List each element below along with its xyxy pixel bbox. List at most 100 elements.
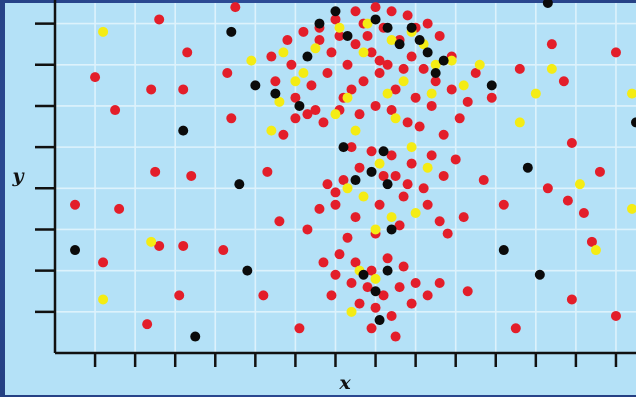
black-point — [70, 245, 81, 256]
red-point — [258, 290, 269, 301]
x-axis-label: x — [338, 372, 351, 394]
red-point — [218, 245, 229, 256]
black-point — [631, 117, 636, 128]
black-point — [242, 265, 253, 276]
black-point — [378, 146, 389, 157]
red-point — [370, 100, 381, 111]
red-point — [458, 212, 469, 223]
red-point — [382, 253, 393, 264]
red-point — [386, 105, 397, 116]
red-point — [330, 199, 341, 210]
black-point — [338, 142, 349, 153]
red-point — [306, 80, 317, 91]
black-point — [486, 80, 497, 91]
red-point — [370, 2, 381, 13]
red-point — [154, 14, 165, 25]
yellow-point — [342, 92, 353, 103]
yellow-point — [590, 245, 601, 256]
yellow-point — [274, 96, 285, 107]
red-point — [330, 187, 341, 198]
yellow-point — [546, 63, 557, 74]
red-point — [442, 228, 453, 239]
red-point — [366, 265, 377, 276]
red-point — [422, 199, 433, 210]
red-point — [222, 68, 233, 78]
red-point — [378, 170, 389, 181]
black-point — [542, 0, 553, 8]
red-point — [318, 257, 329, 268]
red-point — [362, 30, 373, 41]
red-point — [342, 232, 353, 243]
red-point — [226, 113, 237, 124]
yellow-point — [98, 294, 109, 305]
yellow-point — [346, 306, 357, 317]
red-point — [386, 310, 397, 321]
red-point — [150, 166, 161, 177]
yellow-point — [574, 179, 585, 190]
red-point — [390, 84, 401, 95]
black-point — [382, 265, 393, 276]
red-point — [322, 179, 333, 190]
red-point — [434, 30, 445, 41]
red-point — [342, 59, 353, 70]
yellow-point — [514, 117, 525, 128]
red-point — [310, 105, 321, 116]
yellow-point — [430, 59, 441, 70]
red-point — [142, 319, 153, 330]
yellow-point — [370, 224, 381, 235]
yellow-point — [474, 59, 485, 70]
yellow-point — [626, 203, 636, 214]
red-point — [498, 199, 509, 210]
red-point — [70, 199, 81, 210]
red-point — [418, 63, 429, 74]
red-point — [302, 109, 313, 120]
red-point — [294, 323, 305, 334]
red-point — [398, 261, 409, 272]
yellow-point — [530, 88, 541, 99]
red-point — [186, 170, 197, 181]
red-point — [390, 170, 401, 181]
red-point — [610, 47, 621, 58]
black-point — [350, 175, 361, 186]
yellow-point — [358, 191, 369, 202]
red-point — [366, 146, 377, 157]
black-point — [422, 47, 433, 58]
black-point — [366, 166, 377, 177]
black-point — [374, 315, 385, 326]
black-point — [226, 26, 237, 37]
red-point — [402, 179, 413, 190]
red-point — [594, 166, 605, 177]
red-point — [446, 84, 457, 95]
red-point — [438, 129, 449, 140]
yellow-point — [398, 76, 409, 87]
black-point — [438, 55, 449, 66]
red-point — [430, 76, 441, 87]
red-point — [334, 249, 345, 260]
red-point — [374, 55, 385, 66]
yellow-point — [278, 47, 289, 58]
red-point — [478, 175, 489, 186]
red-point — [586, 236, 597, 247]
red-point — [406, 298, 417, 309]
red-point — [178, 240, 189, 251]
yellow-point — [422, 162, 433, 173]
black-point — [534, 269, 545, 280]
yellow-point — [362, 18, 373, 29]
black-point — [270, 88, 281, 99]
red-point — [486, 92, 497, 103]
yellow-point — [298, 68, 309, 78]
yellow-point — [342, 183, 353, 194]
red-point — [330, 269, 341, 280]
yellow-point — [410, 208, 421, 218]
plot-frame — [5, 3, 636, 395]
red-point — [374, 199, 385, 210]
yellow-point — [350, 125, 361, 136]
black-point — [394, 39, 405, 50]
red-point — [462, 286, 473, 297]
black-point — [250, 80, 261, 91]
yellow-point — [290, 76, 301, 87]
black-point — [330, 6, 341, 17]
black-point — [314, 18, 325, 29]
red-point — [90, 72, 101, 83]
yellow-point — [334, 22, 345, 33]
